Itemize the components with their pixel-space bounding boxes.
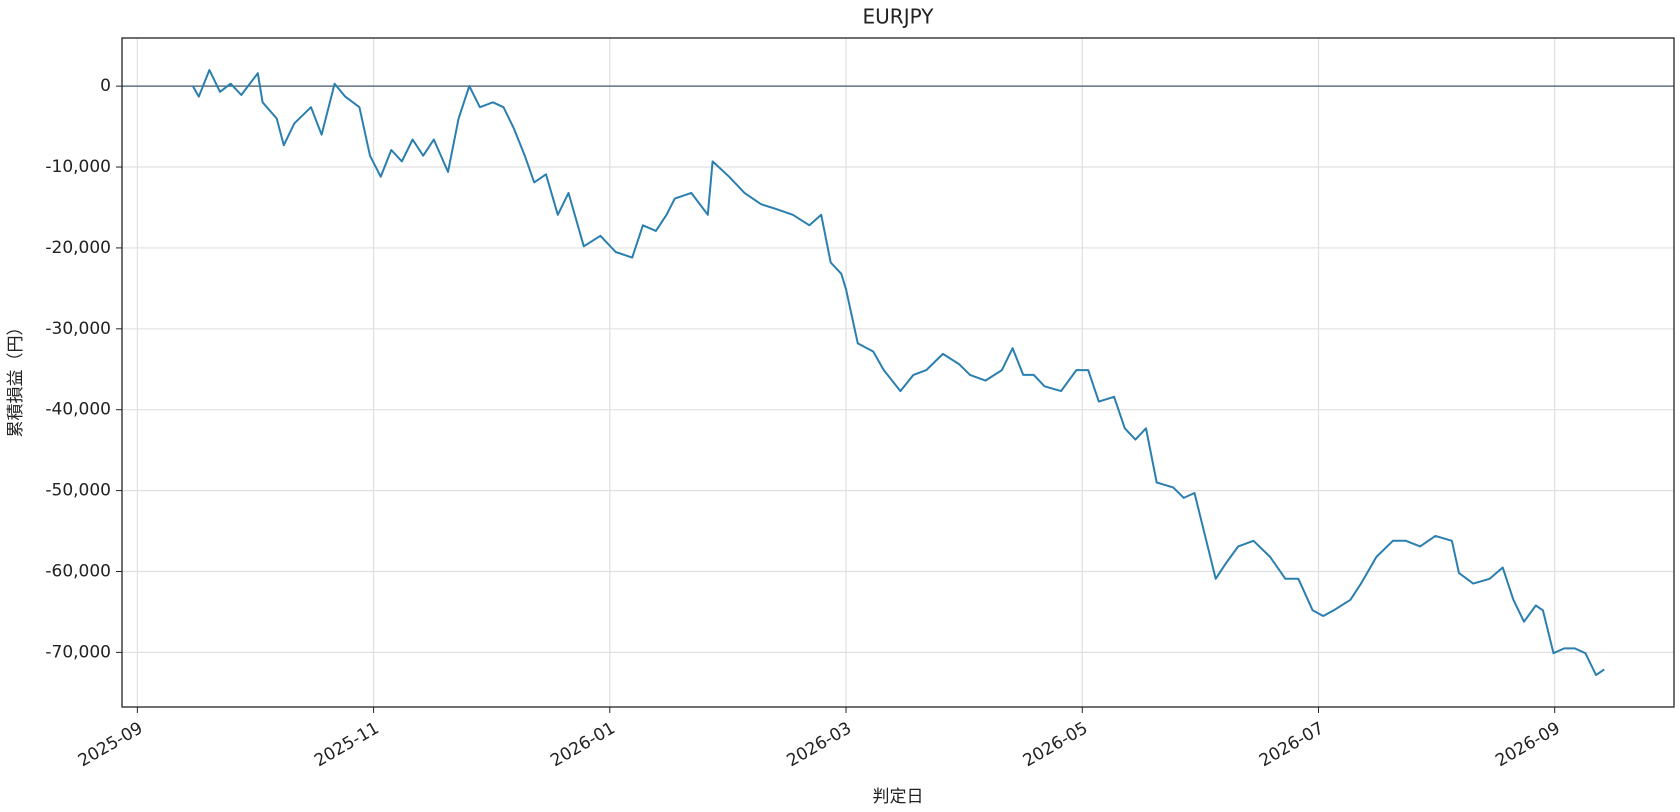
x-tick-label: 2026-05 [1020, 718, 1092, 771]
chart-title: EURJPY [863, 5, 935, 29]
line [192, 69, 1605, 676]
y-tick-label: -60,000 [45, 562, 111, 582]
x-tick-label: 2025-09 [75, 718, 147, 771]
plot-frame [121, 37, 1675, 708]
y-tick-label: -30,000 [45, 319, 111, 339]
y-tick-label: -50,000 [45, 481, 111, 501]
y-tick-label: 0 [100, 76, 111, 96]
y-tick-label: -70,000 [45, 642, 111, 662]
y-tick-label: -10,000 [45, 157, 111, 177]
x-tick-label: 2026-07 [1256, 718, 1328, 771]
x-tick-label: 2026-03 [784, 718, 856, 771]
x-tick-label: 2026-09 [1492, 718, 1564, 771]
y-tick-label: -40,000 [45, 400, 111, 420]
x-axis-label: 判定日 [873, 787, 924, 807]
x-tick-label: 2025-11 [311, 718, 383, 771]
y-tick-label: -20,000 [45, 238, 111, 258]
x-tick-label: 2026-01 [547, 718, 619, 771]
y-axis-label: 累積損益（円） [6, 319, 26, 438]
